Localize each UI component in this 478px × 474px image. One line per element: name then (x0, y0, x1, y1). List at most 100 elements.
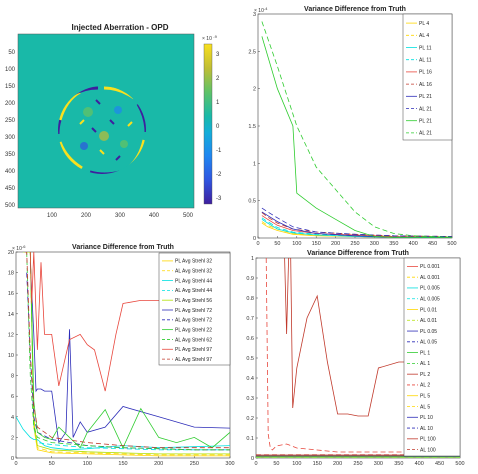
y-tick-label: 12 (8, 332, 14, 338)
legend-label: AL Avg Strehl 32 (175, 269, 212, 275)
y-tick-label: 0.3 (246, 396, 254, 402)
y-tick-label: 1 (253, 161, 256, 167)
colorbar-tick: 1 (216, 100, 220, 106)
y-tick: 500 (5, 203, 16, 209)
y-tick: 300 (5, 135, 16, 141)
x-tick-label: 350 (389, 241, 398, 247)
legend-label: AL 100 (420, 447, 436, 453)
legend: PL Avg Strehl 32 AL Avg Strehl 32 PL Avg S… (158, 252, 231, 366)
x-tick-label: 250 (350, 241, 359, 247)
legend-label: AL 4 (419, 33, 429, 39)
x-tick-label: 300 (370, 241, 379, 247)
y-tick: 400 (5, 169, 16, 175)
x-tick-label: 100 (292, 461, 301, 467)
series-line (265, 258, 460, 453)
chart-title: Variance Difference from Truth (307, 250, 409, 257)
x-tick-label: 200 (331, 241, 340, 247)
y-tick: 100 (5, 67, 16, 73)
legend-label: AL 21 (419, 106, 432, 112)
svg-text:× 10 -9: × 10 -9 (202, 34, 218, 42)
legend-label: PL 5 (420, 394, 430, 400)
x-tick-label: 250 (353, 461, 362, 467)
chart-title: Variance Difference from Truth (72, 244, 174, 251)
chart-title: Variance Difference from Truth (304, 6, 406, 13)
x-tick-label: 350 (394, 461, 403, 467)
x-tick-label: 500 (447, 241, 456, 247)
x-tick: 500 (183, 213, 194, 219)
legend-box (158, 252, 231, 366)
y-tick-label: 2 (11, 435, 14, 441)
legend-label: PL 2 (420, 372, 430, 378)
legend-label: AL 11 (419, 58, 432, 64)
series-line (16, 416, 230, 451)
series-line (261, 36, 452, 238)
legend-label: AL Avg Strehl 62 (175, 337, 212, 343)
colorbar-tick: 0 (216, 124, 220, 130)
y-tick-label: 0.6 (246, 336, 254, 342)
x-tick-label: 200 (154, 461, 163, 467)
y-tick-label: 18 (8, 271, 14, 277)
series-line (26, 252, 230, 451)
legend-label: PL 21 (419, 119, 432, 125)
legend-label: PL Avg Strehl 22 (175, 327, 212, 333)
colorbar: × 10 -9 3 2 1 0 -1 -2 -3 (202, 34, 222, 205)
y-tick-label: 10 (8, 353, 14, 359)
x-tick-label: 500 (455, 461, 464, 467)
legend-label: AL 0.05 (420, 340, 437, 346)
y-tick-label: 0.9 (246, 276, 254, 282)
y-tick-label: 16 (8, 291, 14, 297)
legend-label: PL Avg Strehl 72 (175, 308, 212, 314)
x-tick-label: 250 (190, 461, 199, 467)
x-tick-label: 150 (118, 461, 127, 467)
y-tick: 350 (5, 152, 16, 158)
y-tick: 50 (8, 50, 15, 56)
y-exponent: × 10-4 (254, 6, 268, 14)
x-tick: 300 (115, 213, 126, 219)
y-tick-label: 20 (8, 250, 14, 256)
legend-label: AL 5 (420, 404, 430, 410)
legend-label: PL Avg Strehl 44 (175, 278, 212, 284)
legend-label: PL 1 (420, 350, 430, 356)
legend-label: PL Avg Strehl 97 (175, 347, 212, 353)
legend-label: PL 0.001 (420, 264, 440, 270)
x-tick: 100 (47, 213, 58, 219)
y-tick-label: 0.8 (246, 296, 254, 302)
y-tick-label: 0.5 (246, 356, 254, 362)
series-line (284, 258, 460, 417)
legend-label: PL 11 (419, 45, 432, 51)
x-tick-label: 200 (333, 461, 342, 467)
heatmap-panel: Injected Aberration - OPD 100 200 300 40… (5, 23, 222, 219)
x-tick-label: 150 (312, 241, 321, 247)
colorbar-tick: 3 (216, 52, 220, 58)
legend-label: AL 16 (419, 82, 432, 88)
x-tick: 400 (149, 213, 160, 219)
y-exponent: × 10-6 (12, 244, 26, 252)
legend-label: PL 4 (419, 21, 429, 27)
legend-label: PL 0.005 (420, 286, 440, 292)
series-line (261, 221, 452, 238)
legend-box (403, 257, 461, 457)
legend-label: AL 0.001 (420, 275, 440, 281)
heatmap-x-ticks: 100 200 300 400 500 (47, 213, 194, 219)
legend-label: PL 10 (420, 415, 433, 421)
series-group (16, 252, 230, 457)
legend-label: AL 10 (420, 426, 433, 432)
legend-label: AL Avg Strehl 44 (175, 288, 212, 294)
x-tick-label: 300 (374, 461, 383, 467)
x-tick-label: 400 (409, 241, 418, 247)
x-tick-label: 400 (415, 461, 424, 467)
y-tick-label: 6 (11, 394, 14, 400)
x-tick-label: 0 (14, 461, 17, 467)
x-tick-label: 50 (49, 461, 55, 467)
series-line (23, 252, 230, 451)
legend: PL 0.001 AL 0.001 PL 0.005 AL 0.005 PL 0.01 A… (403, 257, 461, 457)
y-tick-label: 0.4 (246, 376, 254, 382)
y-tick: 150 (5, 84, 16, 90)
series-line (261, 215, 452, 238)
series-group (261, 21, 452, 238)
x-tick-label: 0 (256, 241, 259, 247)
series-line (29, 262, 230, 444)
x-tick-label: 100 (83, 461, 92, 467)
legend-label: PL 100 (420, 437, 436, 443)
